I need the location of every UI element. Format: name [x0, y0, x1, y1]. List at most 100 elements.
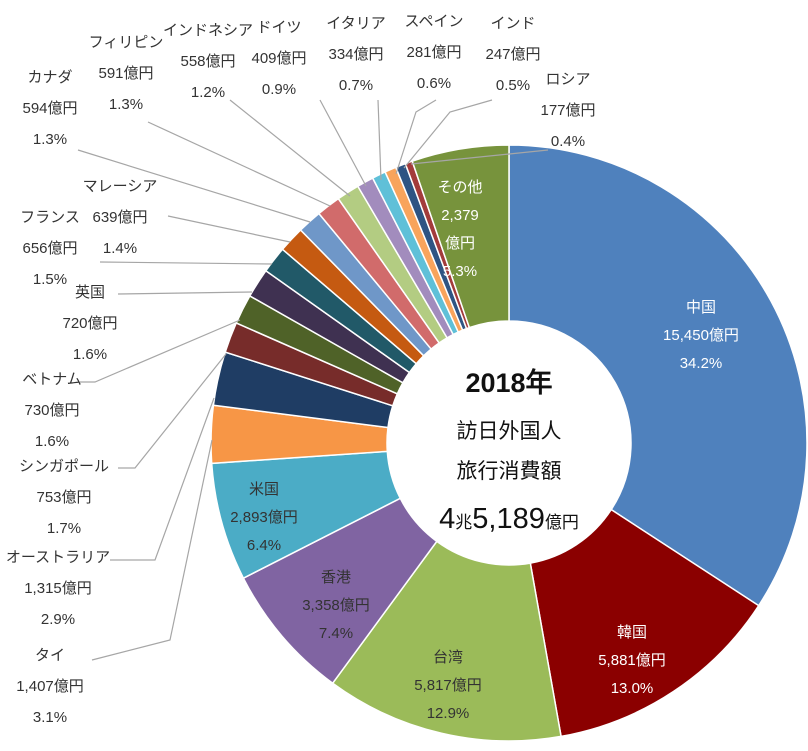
slice-label-value_label: 1,407億円 [16, 678, 84, 695]
slice-label-pct: 1.2% [191, 84, 225, 101]
slice-label-16: イタリア 334億円 0.7% [326, 15, 385, 94]
slice-label-pct: 2.9% [41, 611, 75, 628]
slice-label-value_label: 591億円 [98, 65, 153, 82]
donut-hole [387, 321, 631, 565]
slice-label-20: その他 2,379 億円 5.3% [437, 179, 482, 280]
slice-label-value_label: 5,817億円 [414, 677, 482, 694]
slice-label-pct: 0.9% [262, 81, 296, 98]
slice-label-name: カナダ [27, 69, 72, 86]
slice-label-name: 米国 [249, 481, 279, 498]
slice-label-pct: 1.6% [73, 346, 107, 363]
slice-label-19: ロシア 177億円 0.4% [540, 71, 595, 150]
leader-line-7 [77, 149, 311, 223]
slice-label-0: 中国 15,450億円 34.2% [663, 299, 739, 372]
slice-label-value_label: 1,315億円 [24, 580, 92, 597]
slice-label-value_label2: 億円 [445, 235, 475, 252]
slice-label-name: ベトナム [22, 371, 82, 388]
slice-label-pct: 0.5% [496, 77, 530, 94]
slice-label-10: フランス 656億円 1.5% [20, 209, 80, 288]
slice-label-value_label: 594億円 [22, 100, 77, 117]
leader-line-11 [377, 99, 382, 181]
slice-label-pct: 0.4% [551, 133, 585, 150]
slice-label-name: 香港 [321, 569, 351, 586]
slice-label-value_label: 656億円 [22, 240, 77, 257]
leader-line-1 [110, 397, 215, 561]
slice-label-pct: 34.2% [680, 355, 723, 372]
slice-label-17: スペイン 281億円 0.6% [405, 13, 464, 92]
slice-label-name: インド [490, 15, 535, 32]
slice-label-name: ドイツ [256, 19, 301, 36]
slice-label-18: インド 247億円 0.5% [485, 15, 540, 94]
slice-label-name: 英国 [75, 283, 105, 301]
slice-label-pct: 5.3% [443, 263, 477, 280]
slice-label-2: 台湾 5,817億円 12.9% [414, 649, 482, 722]
slice-labels: 中国 15,450億円 34.2% 韓国 5,881億円 13.0% 台湾 5,817億円 12… [6, 13, 739, 726]
center-total-unit1: 兆 [455, 513, 472, 532]
slice-label-value_label: 730億円 [24, 402, 79, 419]
slice-label-name: マレーシア [83, 178, 158, 195]
slice-label-11: マレーシア 639億円 1.4% [83, 178, 158, 257]
center-total-unit2: 億円 [545, 513, 579, 532]
slice-label-13: フィリピン 591億円 1.3% [89, 34, 164, 113]
slice-label-pct: 0.6% [417, 75, 451, 92]
slice-label-pct: 0.7% [339, 77, 373, 94]
center-total: 4兆5,189億円 [439, 503, 579, 535]
center-year: 2018年 [465, 367, 552, 398]
slice-label-pct: 3.1% [33, 709, 67, 726]
slice-label-value_label: 558億円 [180, 53, 235, 70]
leader-lines [77, 99, 549, 661]
slice-label-14: インドネシア 558億円 1.2% [163, 22, 253, 101]
leader-line-4 [117, 291, 253, 295]
leader-line-10 [319, 99, 367, 187]
leader-line-12 [395, 99, 437, 175]
slice-label-value_label: 177億円 [540, 102, 595, 119]
slice-label-name: シンガポール [19, 458, 109, 475]
leader-line-5 [99, 261, 273, 265]
slice-label-name: フィリピン [89, 34, 164, 51]
slice-label-value_label: 5,881億円 [598, 652, 666, 669]
slice-label-value_label: 2,893億円 [230, 509, 298, 526]
slice-label-value_label: 639億円 [92, 209, 147, 226]
leader-line-13 [403, 99, 493, 169]
slice-label-pct: 1.5% [33, 271, 67, 288]
slice-label-value_label: 720億円 [62, 315, 117, 332]
slice-label-name: オーストラリア [6, 549, 110, 566]
slice-label-name: その他 [437, 179, 482, 196]
slice-label-7: シンガポール 753億円 1.7% [19, 458, 109, 537]
slice-label-pct: 12.9% [427, 705, 470, 722]
slice-label-3: 香港 3,358億円 7.4% [302, 569, 370, 642]
slice-label-name: ロシア [545, 71, 590, 88]
slice-label-name: インドネシア [163, 22, 253, 39]
center-label: 2018年 訪日外国人 旅行消費額 4兆5,189億円 [439, 367, 579, 535]
slice-label-pct: 1.4% [103, 240, 137, 257]
slice-label-pct: 1.3% [109, 96, 143, 113]
leader-line-3 [80, 319, 241, 383]
center-total-num1: 4 [439, 503, 455, 535]
slice-label-pct: 1.3% [33, 131, 67, 148]
slice-label-4: 米国 2,893億円 6.4% [230, 481, 298, 554]
leader-line-6 [167, 215, 291, 243]
slice-label-value_label: 334億円 [328, 46, 383, 63]
slice-label-15: ドイツ 409億円 0.9% [251, 19, 306, 98]
slice-label-pct: 1.6% [35, 433, 69, 450]
center-total-num2: 5,189 [472, 503, 545, 535]
slice-label-name: 台湾 [433, 649, 463, 666]
slice-label-8: ベトナム 730億円 1.6% [22, 371, 82, 450]
slice-label-value_label: 247億円 [485, 46, 540, 63]
center-line2: 旅行消費額 [457, 460, 562, 483]
slice-label-name: 中国 [686, 299, 716, 316]
slice-label-value_label: 753億円 [36, 489, 91, 506]
center-line1: 訪日外国人 [457, 420, 562, 443]
slice-label-name: スペイン [405, 13, 464, 30]
slice-label-value_label: 15,450億円 [663, 327, 739, 344]
leader-line-2 [118, 353, 227, 469]
slice-label-9: 英国 720億円 1.6% [62, 283, 117, 363]
leader-line-14 [410, 149, 549, 165]
pie-slices [210, 144, 808, 742]
slice-label-name: フランス [20, 209, 80, 226]
slice-label-5: タイ 1,407億円 3.1% [16, 647, 84, 726]
leader-line-8 [147, 121, 331, 207]
slice-label-pct: 7.4% [319, 625, 353, 642]
slice-label-pct: 1.7% [47, 520, 81, 537]
